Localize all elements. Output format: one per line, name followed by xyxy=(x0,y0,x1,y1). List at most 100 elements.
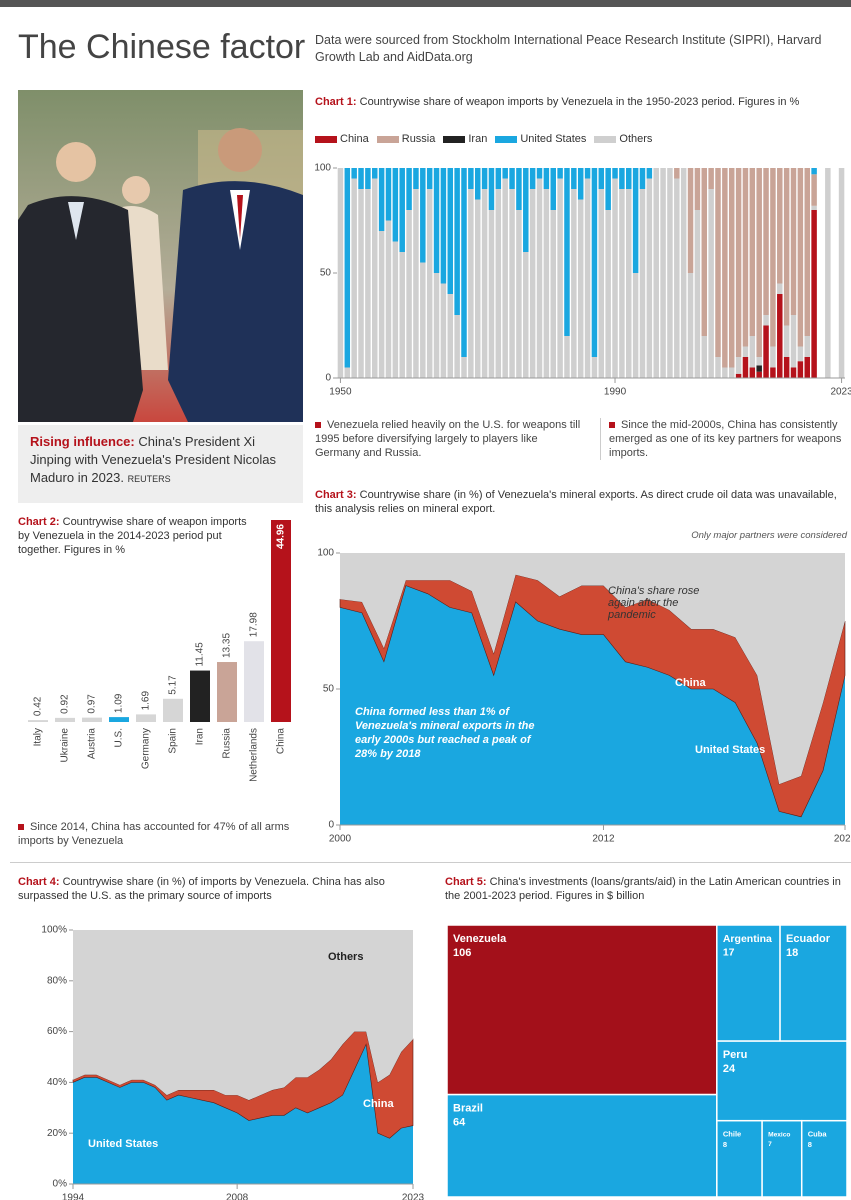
x-tick-label: U.S. xyxy=(114,728,125,747)
bar-segment xyxy=(750,168,755,336)
chart-label: Chart 1: xyxy=(315,96,357,108)
bar-segment xyxy=(441,284,446,379)
bar-segment xyxy=(475,168,480,200)
legend-label: United States xyxy=(520,133,586,145)
chart-title: Chart 1: Countrywise share of weapon imp… xyxy=(315,95,845,109)
x-tick-label: 1994 xyxy=(62,1193,85,1200)
bar-segment xyxy=(530,189,535,378)
chart-label: Chart 2: xyxy=(18,516,60,528)
bar-segment xyxy=(633,273,638,378)
bar-segment xyxy=(798,168,803,347)
page-title: The Chinese factor xyxy=(18,28,305,67)
y-tick-label: 0% xyxy=(53,1179,68,1190)
bar-segment xyxy=(592,357,597,378)
cell-label: Cuba xyxy=(808,1130,828,1139)
bar-segment xyxy=(605,210,610,378)
divider xyxy=(10,862,851,863)
bar xyxy=(271,520,291,722)
bar xyxy=(244,641,264,722)
value-label: 0.97 xyxy=(87,694,98,714)
bar-segment xyxy=(798,347,803,362)
legend-swatch xyxy=(495,136,517,143)
bar-segment xyxy=(489,210,494,378)
annotation: China formed less than 1% of Venezuela's… xyxy=(355,705,540,761)
bar-segment xyxy=(770,368,775,379)
bar-segment xyxy=(482,189,487,378)
bar-segment xyxy=(784,326,789,358)
value-label: 0.42 xyxy=(33,696,44,716)
top-bar xyxy=(0,0,851,7)
bar-segment xyxy=(448,294,453,378)
bar-segment xyxy=(811,210,816,378)
bar-segment xyxy=(441,168,446,284)
bar-segment xyxy=(406,210,411,378)
y-tick-label: 60% xyxy=(47,1026,67,1037)
bar-segment xyxy=(722,168,727,368)
bar-segment xyxy=(475,200,480,379)
bar xyxy=(55,718,75,722)
bar-segment xyxy=(557,179,562,379)
value-label: 8 xyxy=(723,1140,727,1149)
bar-segment xyxy=(482,168,487,189)
chart-title-text: Countrywise share (in %) of Venezuela's … xyxy=(315,489,837,515)
page-frame: The Chinese factor Data were sourced fro… xyxy=(0,0,851,1200)
chart-label: Chart 4: xyxy=(18,876,60,888)
bar-segment xyxy=(496,168,501,189)
x-tick-label: Russia xyxy=(222,728,233,759)
bar-segment xyxy=(770,168,775,347)
bar-segment xyxy=(420,263,425,379)
legend-label: Russia xyxy=(402,133,436,145)
x-tick-label: 2023 xyxy=(830,387,851,398)
area-label: Others xyxy=(328,951,363,963)
legend-swatch xyxy=(594,136,616,143)
bar-segment xyxy=(750,336,755,368)
bar-segment xyxy=(537,179,542,379)
bar-segment xyxy=(516,168,521,210)
bar-segment xyxy=(640,189,645,378)
bar-segment xyxy=(750,368,755,379)
bar-segment xyxy=(708,189,713,378)
annotation: Since the mid-2000s, China has consisten… xyxy=(600,418,851,460)
x-tick-label: Austria xyxy=(87,728,98,760)
bar-segment xyxy=(839,168,844,378)
bar-segment xyxy=(544,189,549,378)
value-label: 8 xyxy=(808,1140,812,1149)
caption-lead: Rising influence: xyxy=(30,434,135,449)
y-tick-label: 0 xyxy=(325,373,331,384)
legend-item: Iran xyxy=(443,133,487,145)
chart-title-text: Countrywise share (in %) of imports by V… xyxy=(18,876,385,902)
value-label: 17.98 xyxy=(249,612,260,637)
bar-segment xyxy=(557,168,562,179)
value-label: 106 xyxy=(453,947,471,959)
bar-segment xyxy=(550,210,555,378)
bar-segment xyxy=(461,168,466,357)
bar-segment xyxy=(365,168,370,189)
treemap-cell xyxy=(447,1095,717,1197)
legend: ChinaRussiaIranUnited StatesOthers xyxy=(315,133,652,145)
bar-segment xyxy=(743,168,748,347)
value-label: 11.45 xyxy=(195,642,206,667)
bar-segment xyxy=(825,168,830,378)
bar-segment xyxy=(798,361,803,378)
bar-segment xyxy=(427,168,432,189)
bar-segment xyxy=(763,326,768,379)
bar-segment xyxy=(708,168,713,189)
bar-segment xyxy=(434,273,439,378)
bar-segment xyxy=(379,168,384,231)
bar xyxy=(109,717,129,722)
bar-segment xyxy=(393,168,398,242)
bar xyxy=(136,714,156,722)
y-tick-label: 100 xyxy=(317,548,334,559)
cell-label: Chile xyxy=(723,1130,741,1139)
bar-segment xyxy=(544,168,549,189)
x-tick-label: 2008 xyxy=(226,1193,249,1200)
bar-segment xyxy=(784,357,789,378)
bar-segment xyxy=(702,168,707,336)
bar-segment xyxy=(633,168,638,273)
bar-segment xyxy=(489,168,494,210)
bar-segment xyxy=(537,168,542,179)
bar-segment xyxy=(722,368,727,379)
x-tick-label: China xyxy=(276,728,287,755)
bar-segment xyxy=(667,168,672,378)
bar-segment xyxy=(811,174,816,206)
